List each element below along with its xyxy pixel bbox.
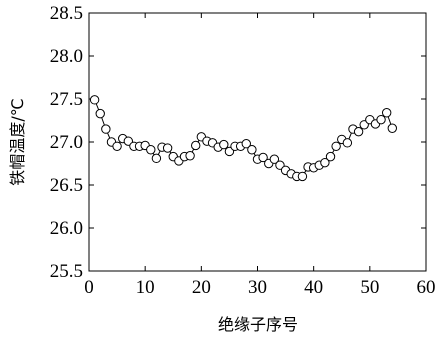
- x-tick-label: 20: [192, 277, 211, 298]
- series-line: [94, 99, 393, 177]
- data-point: [112, 141, 122, 152]
- data-point: [89, 95, 100, 105]
- data-point: [258, 152, 268, 163]
- data-point: [101, 124, 111, 134]
- y-tick-label: 26.5: [50, 175, 83, 196]
- x-tick-label: 0: [84, 277, 94, 298]
- series-markers: [89, 95, 397, 182]
- x-tick-label: 10: [136, 277, 155, 298]
- data-point: [247, 145, 257, 155]
- data-point: [191, 140, 201, 151]
- y-axis-label: 铁帽温度/℃: [8, 98, 27, 185]
- x-tick-label: 60: [417, 277, 436, 298]
- data-point: [331, 141, 341, 152]
- data-point: [297, 171, 308, 182]
- x-tick-label: 30: [248, 277, 267, 298]
- x-axis-label: 绝缘子序号: [218, 315, 298, 334]
- y-tick-label: 26.0: [50, 218, 83, 239]
- y-tick-label: 28.5: [50, 3, 83, 24]
- data-point: [381, 108, 392, 118]
- data-point: [353, 126, 364, 137]
- data-point: [151, 153, 162, 164]
- y-tick-labels: 25.5 26.0 26.5 27.0 27.5 28.0 28.5: [50, 3, 83, 282]
- y-tick-label: 27.5: [50, 89, 83, 110]
- y-tick-label: 28.0: [50, 46, 83, 67]
- data-point: [376, 114, 386, 125]
- y-tick-label: 25.5: [50, 261, 83, 282]
- axis-ticks: [88, 12, 427, 272]
- data-point: [162, 143, 173, 153]
- data-point: [320, 157, 330, 168]
- x-tick-label: 40: [304, 277, 323, 298]
- data-point: [185, 151, 195, 161]
- data-point: [219, 139, 229, 150]
- x-tick-labels: 0 10 20 30 40 50 60: [84, 277, 435, 298]
- data-point: [269, 154, 280, 164]
- data-point: [146, 145, 156, 155]
- data-point: [95, 108, 105, 119]
- data-point: [387, 123, 397, 133]
- y-tick-label: 27.0: [50, 132, 83, 153]
- data-point: [241, 139, 251, 149]
- data-point: [342, 138, 353, 148]
- x-tick-label: 50: [360, 277, 379, 298]
- data-point: [325, 151, 336, 162]
